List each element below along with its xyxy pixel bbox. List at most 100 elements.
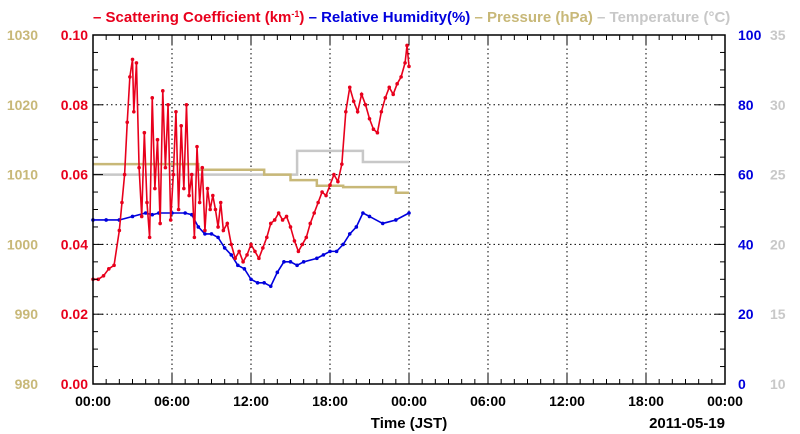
data-point [275, 270, 280, 275]
data-point [288, 225, 293, 229]
data-point [407, 64, 411, 69]
data-point [341, 242, 345, 247]
data-point [380, 221, 385, 226]
title-part-3: – Relative Humidity(%) [309, 9, 475, 26]
data-point [229, 242, 234, 247]
data-point [394, 218, 398, 222]
data-point [379, 109, 384, 114]
data-point [209, 232, 214, 236]
data-point [120, 200, 124, 205]
data-point [130, 214, 135, 219]
data-point [130, 57, 135, 62]
data-point [160, 89, 165, 93]
temperature-axis-label: 15 [770, 306, 786, 322]
data-point [107, 267, 111, 271]
data-point [171, 172, 176, 177]
data-point [137, 165, 141, 170]
humidity-axis-label: 80 [738, 97, 754, 113]
temperature-axis-label: 10 [770, 376, 786, 392]
pressure-axis-label: 1030 [7, 27, 38, 43]
data-point [236, 263, 240, 268]
x-tick-label: 12:00 [233, 393, 269, 409]
data-point [184, 103, 189, 107]
pressure-axis-label: 1010 [7, 167, 38, 183]
data-point [403, 61, 407, 65]
data-point [179, 123, 184, 128]
title-part-0: – Scattering Coefficient (km [93, 9, 291, 26]
data-point [166, 103, 170, 107]
chart-grid [93, 35, 725, 384]
humidity-axis-label: 40 [738, 236, 754, 252]
data-point [328, 183, 332, 187]
data-point [142, 130, 147, 135]
date-label: 2011-05-19 [649, 415, 725, 432]
data-point [176, 207, 181, 212]
data-point [153, 186, 157, 191]
data-point [101, 274, 106, 278]
data-point [405, 43, 409, 48]
x-tick-label: 00:00 [75, 393, 111, 409]
data-point [367, 116, 372, 121]
data-point [320, 190, 324, 194]
data-point [332, 172, 336, 177]
data-point [355, 109, 360, 114]
scattering-axis-label: 0.08 [61, 97, 88, 113]
data-point [334, 249, 339, 254]
data-point [407, 211, 411, 215]
data-point [268, 221, 273, 226]
data-point [139, 214, 144, 219]
data-point [134, 61, 139, 65]
data-point [192, 235, 197, 240]
scattering-axis-label: 0.06 [61, 167, 88, 183]
temperature-axis-label: 30 [770, 97, 786, 113]
humidity-axis-label: 0 [738, 376, 746, 392]
x-tick-label: 06:00 [470, 393, 506, 409]
data-point [308, 221, 313, 226]
chart-title: – Scattering Coefficient (km-1) – Relati… [93, 9, 730, 26]
data-point [324, 193, 328, 198]
axes-layer: 00:00 06:00 12:00 18:00 00:00 06:00 12:00 18:00… [7, 27, 786, 409]
data-point [216, 235, 220, 240]
data-point [354, 225, 359, 229]
x-tick-label: 00:00 [391, 393, 427, 409]
data-point [203, 228, 207, 233]
data-point [321, 253, 326, 257]
data-point [265, 235, 269, 240]
data-point [182, 186, 186, 191]
title-part-5: – Temperature (°C) [597, 9, 730, 26]
data-point [174, 109, 178, 114]
data-point [225, 221, 230, 226]
data-point [128, 75, 132, 79]
title-part-4: – Pressure (hPa) [474, 9, 597, 26]
pressure-axis-label: 990 [15, 306, 39, 322]
pressure-axis-label: 1020 [7, 97, 38, 113]
data-point [195, 144, 199, 149]
data-point [295, 263, 299, 268]
data-point [145, 200, 149, 205]
data-point [280, 218, 285, 222]
data-point [391, 92, 396, 97]
data-point [268, 284, 273, 289]
data-point [221, 228, 226, 233]
data-point [272, 218, 277, 222]
pressure-axis-label: 980 [15, 376, 39, 392]
data-point [292, 239, 297, 243]
series-humidity [91, 211, 411, 289]
data-point [104, 218, 108, 222]
data-point [361, 211, 365, 215]
data-point [296, 249, 301, 254]
series-line [93, 45, 410, 281]
x-tick-label: 18:00 [628, 393, 664, 409]
data-point [168, 218, 173, 222]
data-point [387, 85, 392, 90]
data-point [336, 179, 340, 184]
temperature-axis-label: 20 [770, 236, 786, 252]
data-point [222, 246, 227, 250]
data-point [288, 260, 293, 264]
data-point [242, 267, 247, 271]
data-point [399, 75, 403, 79]
data-point [125, 120, 130, 125]
data-point [249, 277, 253, 282]
data-point [351, 99, 356, 104]
